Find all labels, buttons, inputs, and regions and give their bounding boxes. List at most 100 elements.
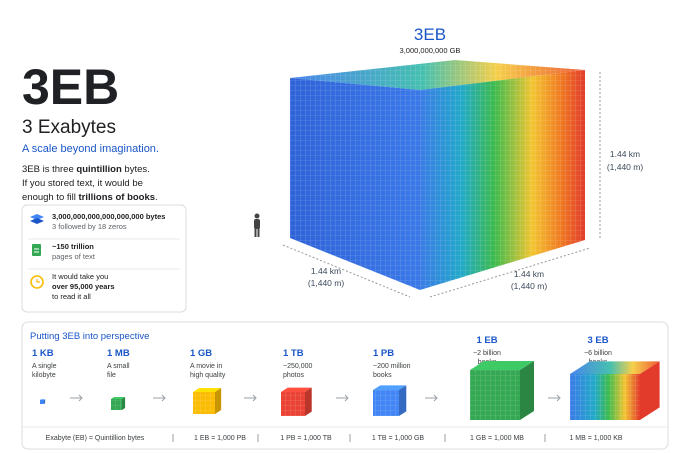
person xyxy=(254,213,260,237)
cube-grid xyxy=(290,78,420,290)
conversion: Exabyte (EB) = Quintillion bytes xyxy=(46,435,145,442)
size-label: 1 MB xyxy=(107,348,130,359)
mini-cube-grid xyxy=(373,390,399,416)
mini-cube-grid xyxy=(281,392,305,416)
mini-cube-top xyxy=(281,387,312,392)
perspective-title: Putting 3EB into perspective xyxy=(30,331,149,342)
mini-cube-side xyxy=(122,397,126,410)
mini-cube-top xyxy=(570,361,660,374)
size-label: 3 EB xyxy=(587,335,608,346)
mini-cube-side xyxy=(640,361,660,420)
mini-cube-grid xyxy=(193,392,215,414)
text-segment: pages of text xyxy=(52,252,96,261)
left-panel: 3EB 3 Exabytes A scale beyond imaginatio… xyxy=(21,59,187,313)
width-label: 1.44 km xyxy=(514,269,544,279)
size-desc: A single xyxy=(32,363,57,370)
text-line: 3,000,000,000,000,000,000 bytes xyxy=(52,212,165,221)
text-segment: . xyxy=(155,192,158,203)
icon xyxy=(30,214,44,220)
mini-cube-side xyxy=(305,387,312,416)
arrow xyxy=(70,394,83,402)
conversion: 1 EB = 1,000 PB xyxy=(194,435,246,442)
arrow xyxy=(153,394,166,402)
text-line: to read it all xyxy=(52,292,91,301)
conversion: 1 MB = 1,000 KB xyxy=(569,435,622,442)
arrow xyxy=(425,394,438,402)
mini-cube-side xyxy=(215,388,222,414)
big-cube: 3EB 3,000,000,000 GB 1.44 km (1,440 m) 1… xyxy=(254,25,643,298)
conversion: 1 TB = 1,000 GB xyxy=(372,435,425,442)
size-desc: books xyxy=(373,372,392,379)
text-segment: If you stored text, it would be xyxy=(22,178,143,189)
size-desc: file xyxy=(107,372,116,379)
title: 3EB xyxy=(22,59,119,115)
arrow xyxy=(244,394,257,402)
mini-cube-grid xyxy=(570,374,640,420)
perspective-item: 1 MB A small file xyxy=(107,348,130,410)
size-label: 1 GB xyxy=(190,348,212,359)
mini-cube-top xyxy=(470,361,534,370)
perspective-item: 1 KB A single kilobyte xyxy=(32,348,57,404)
perspective-item: 1 PB ~200 million books xyxy=(373,348,411,416)
size-desc: ~6 billion xyxy=(584,350,612,357)
text-segment: 3EB is three xyxy=(22,164,76,175)
stats-box xyxy=(21,204,187,313)
icon xyxy=(36,279,40,283)
perspective-item: 1 GB A movie in high quality xyxy=(190,348,226,414)
text-segment: ~150 trillion xyxy=(52,242,94,251)
mini-cube-front xyxy=(40,400,44,404)
height-label: 1.44 km xyxy=(610,149,640,159)
size-desc: A small xyxy=(107,363,130,370)
text-line: If you stored text, it would be xyxy=(22,178,143,189)
text-segment: trillions of books xyxy=(79,192,156,203)
text-line: 3EB is three quintillion bytes. xyxy=(22,164,150,175)
cube-grid xyxy=(420,70,585,290)
mini-cube-side xyxy=(520,361,534,420)
text-segment: enough to fill xyxy=(22,192,79,203)
mini-cube-side xyxy=(44,399,46,404)
text-line: ~150 trillion xyxy=(52,242,94,251)
text-segment: over 95,000 years xyxy=(52,282,115,291)
size-desc: high quality xyxy=(190,372,226,379)
icon xyxy=(32,244,41,256)
mini-cube-top xyxy=(111,397,126,399)
size-desc: A movie in xyxy=(190,363,222,370)
subtitle: 3 Exabytes xyxy=(22,117,116,138)
size-label: 1 PB xyxy=(373,348,394,359)
text-segment: to read it all xyxy=(52,292,91,301)
text-line: enough to fill trillions of books. xyxy=(22,192,158,203)
text-segment: It would take you xyxy=(52,272,108,281)
mini-cube-top xyxy=(40,399,46,400)
text-segment: 3 followed by 18 zeros xyxy=(52,222,127,231)
width-label: 1.44 km xyxy=(311,266,341,276)
cube-label: 3EB xyxy=(414,25,446,44)
icon xyxy=(30,218,44,224)
text-line: over 95,000 years xyxy=(52,282,115,291)
perspective-item: 3 EB~6 billionbooks xyxy=(570,335,660,420)
text-line: pages of text xyxy=(52,252,96,261)
width-label: (1,440 m) xyxy=(511,281,548,291)
mini-cube-top xyxy=(193,388,222,392)
mini-cube-side xyxy=(399,385,407,416)
arrow xyxy=(336,394,349,402)
conversion: 1 GB = 1,000 MB xyxy=(470,435,524,442)
mini-cube-top xyxy=(373,385,407,390)
size-desc: ~200 million xyxy=(373,363,411,370)
arrow xyxy=(548,394,561,402)
size-desc: ~250,000 xyxy=(283,363,312,370)
text-segment: quintillion xyxy=(76,164,122,175)
dimension-lines xyxy=(282,72,601,298)
size-desc: photos xyxy=(283,372,305,379)
text-line: It would take you xyxy=(52,272,108,281)
size-label: 1 EB xyxy=(476,335,497,346)
size-desc: ~2 billion xyxy=(473,350,501,357)
icon xyxy=(30,275,44,289)
cube-grid xyxy=(290,60,585,90)
size-desc: kilobyte xyxy=(32,372,56,379)
size-label: 1 TB xyxy=(283,348,304,359)
conversion: 1 PB = 1,000 TB xyxy=(280,435,332,442)
